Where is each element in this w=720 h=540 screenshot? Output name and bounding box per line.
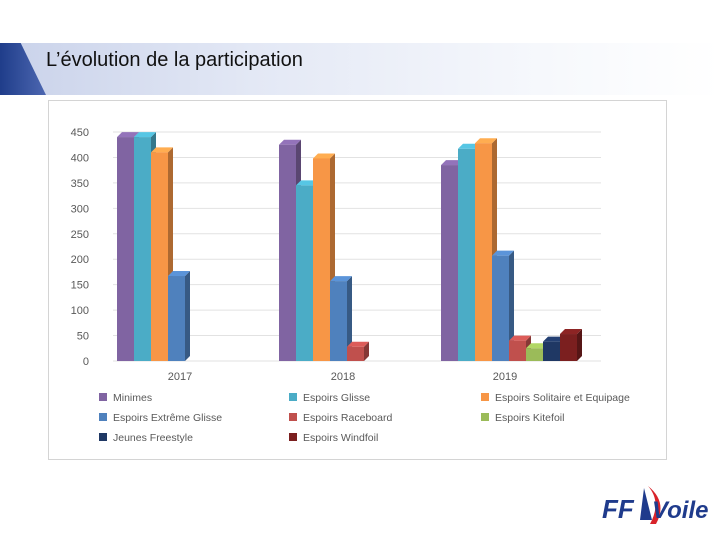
bar bbox=[168, 276, 185, 361]
y-tick-label: 0 bbox=[83, 356, 89, 368]
chart-frame: 0 50 100 150 200 250 300 350 400 450 2017 2018 2019 M… bbox=[48, 100, 667, 460]
y-tick-label: 450 bbox=[71, 127, 89, 139]
legend-label: Espoirs Solitaire et Equipage bbox=[495, 392, 630, 404]
bar-top bbox=[168, 271, 190, 277]
legend-label: Jeunes Freestyle bbox=[113, 432, 193, 444]
bar-top bbox=[313, 153, 335, 159]
bar-top bbox=[441, 160, 463, 166]
bar-top bbox=[117, 132, 139, 138]
bar-top bbox=[509, 335, 531, 341]
y-tick-label: 100 bbox=[71, 305, 89, 317]
legend-swatch bbox=[99, 393, 107, 401]
bar-side bbox=[185, 271, 190, 361]
logo-voile-text: Voile bbox=[652, 497, 708, 524]
legend-label: Espoirs Kitefoil bbox=[495, 412, 564, 424]
legend-swatch bbox=[99, 413, 107, 421]
legend-swatch bbox=[99, 433, 107, 441]
bar-side bbox=[347, 276, 352, 361]
header-bar bbox=[0, 43, 720, 95]
bar bbox=[279, 144, 296, 361]
legend-label: Minimes bbox=[113, 392, 152, 404]
bar bbox=[458, 148, 475, 361]
bar bbox=[151, 152, 168, 361]
bar bbox=[526, 348, 543, 361]
y-tick-label: 300 bbox=[71, 203, 89, 215]
bar bbox=[313, 158, 330, 361]
bar-top bbox=[296, 180, 318, 186]
y-tick-label: 150 bbox=[71, 280, 89, 292]
bar-side bbox=[364, 341, 369, 361]
legend-swatch bbox=[481, 413, 489, 421]
y-tick-label: 250 bbox=[71, 229, 89, 241]
bar bbox=[330, 281, 347, 361]
legend-swatch bbox=[481, 393, 489, 401]
y-tick-label: 350 bbox=[71, 178, 89, 190]
bar-top bbox=[526, 343, 548, 349]
legend-label: Espoirs Glisse bbox=[303, 392, 370, 404]
logo-wave-icon bbox=[648, 486, 661, 524]
bar-top bbox=[560, 329, 582, 335]
ffvoile-logo: FF Voile bbox=[602, 486, 708, 524]
x-tick-label: 2017 bbox=[168, 371, 192, 383]
bar-top bbox=[458, 143, 480, 149]
legend-swatch bbox=[289, 393, 297, 401]
y-tick-label: 400 bbox=[71, 152, 89, 164]
legend-swatch bbox=[289, 433, 297, 441]
x-tick-label: 2018 bbox=[331, 371, 355, 383]
y-tick-label: 50 bbox=[77, 331, 89, 343]
bar-top bbox=[134, 132, 156, 138]
bar bbox=[492, 255, 509, 361]
bar-top bbox=[279, 139, 301, 145]
bar bbox=[134, 137, 151, 361]
bar-side bbox=[509, 250, 514, 361]
legend-swatch bbox=[289, 413, 297, 421]
bar bbox=[509, 340, 526, 361]
bar-top bbox=[543, 336, 565, 342]
bar bbox=[543, 341, 560, 361]
bar-top bbox=[330, 276, 352, 282]
bar bbox=[117, 137, 134, 361]
legend-label: Espoirs Windfoil bbox=[303, 432, 378, 444]
bar-top bbox=[492, 250, 514, 256]
logo-sail-icon bbox=[640, 488, 652, 520]
page-title: L’évolution de la participation bbox=[46, 49, 303, 71]
legend-label: Espoirs Extrême Glisse bbox=[113, 412, 222, 424]
legend-label: Espoirs Raceboard bbox=[303, 412, 392, 424]
bar bbox=[441, 165, 458, 361]
bar-top bbox=[347, 341, 369, 347]
bar bbox=[560, 334, 577, 361]
bar-top bbox=[151, 147, 173, 153]
bar bbox=[475, 143, 492, 361]
bar-side bbox=[577, 329, 582, 361]
x-tick-label: 2019 bbox=[493, 371, 517, 383]
logo-ff-text: FF bbox=[602, 494, 635, 524]
bar bbox=[347, 346, 364, 361]
bar-top bbox=[475, 138, 497, 144]
bar-chart: 0 50 100 150 200 250 300 350 400 450 2017 2018 2019 M… bbox=[71, 127, 630, 444]
bar bbox=[296, 185, 313, 361]
y-tick-label: 200 bbox=[71, 254, 89, 266]
